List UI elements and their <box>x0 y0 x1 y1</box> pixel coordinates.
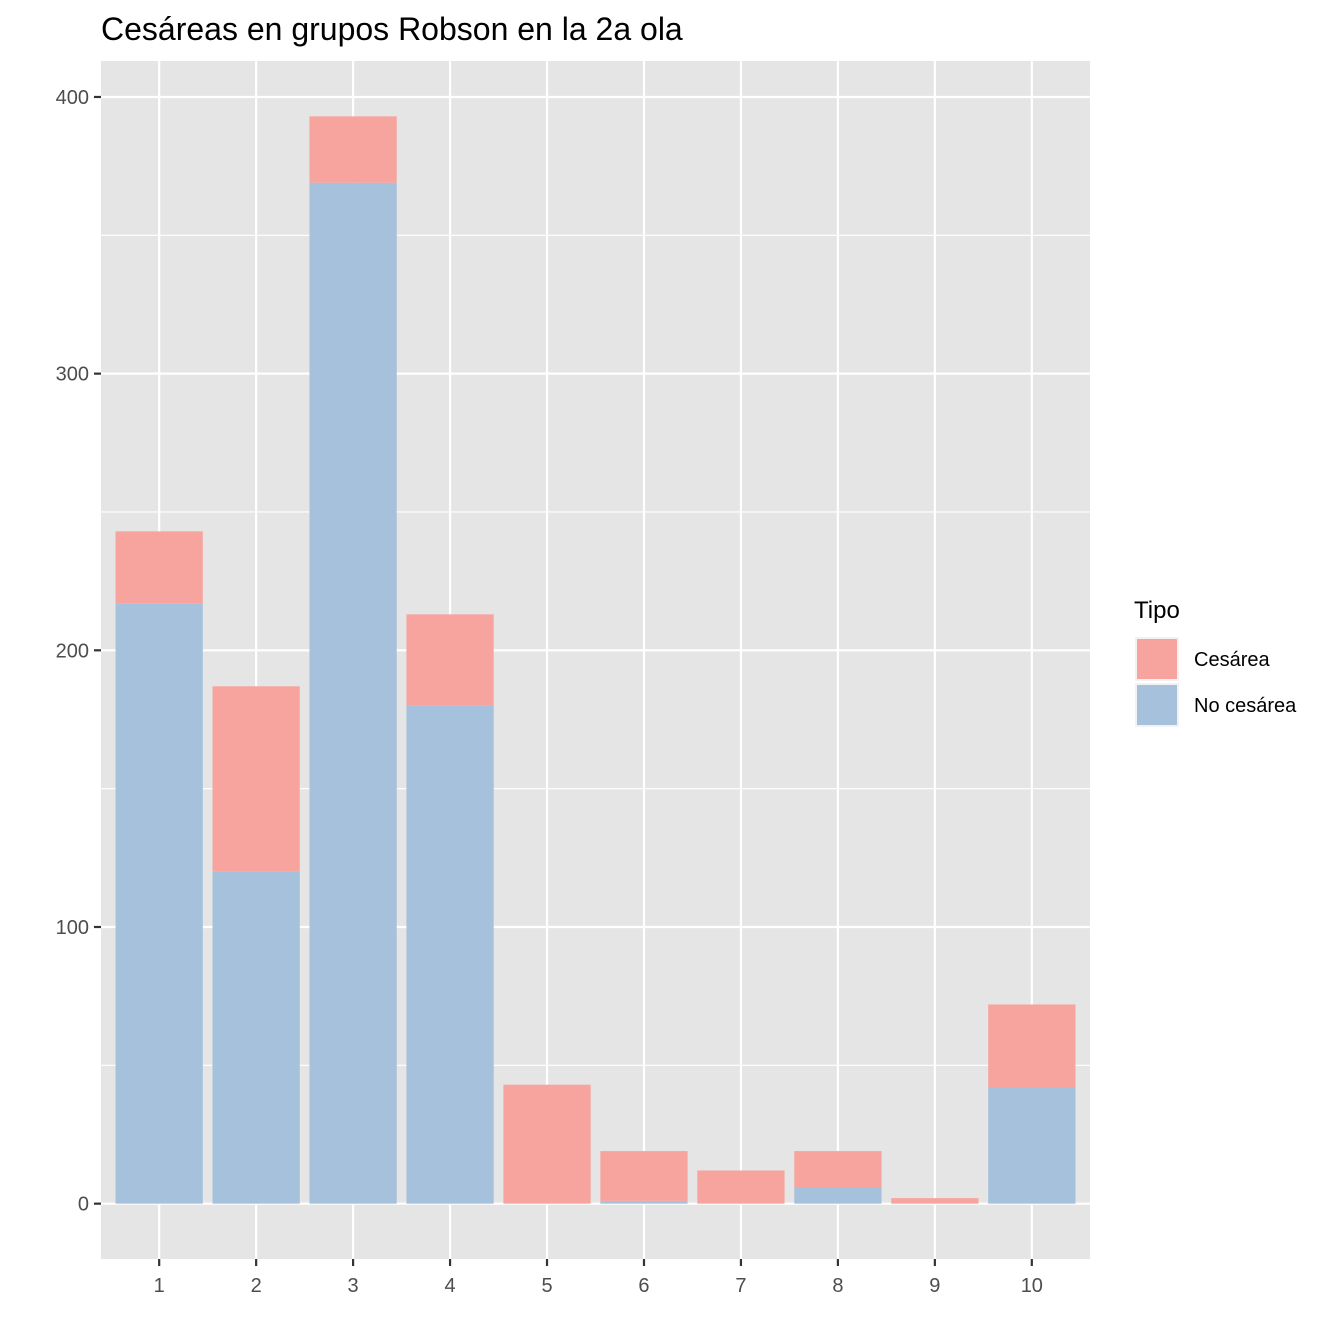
y-tick-label: 200 <box>56 640 89 662</box>
bar-segment <box>503 1084 591 1204</box>
x-axis: 1 2 3 4 5 6 7 8 9 10 <box>154 1259 1043 1297</box>
y-tick-label: 400 <box>56 87 89 109</box>
bar-segment <box>794 1151 882 1188</box>
bar-segment <box>406 705 494 1204</box>
legend-key <box>1137 639 1177 679</box>
bar-segment <box>406 614 494 706</box>
legend: Tipo Cesárea No cesárea <box>1134 597 1297 727</box>
legend-label: No cesárea <box>1194 695 1297 717</box>
bars <box>115 116 1076 1204</box>
x-tick-label: 8 <box>832 1275 843 1297</box>
bar-segment <box>988 1087 1076 1204</box>
x-tick-label: 5 <box>541 1275 552 1297</box>
x-tick-label: 1 <box>154 1275 165 1297</box>
bar-segment <box>794 1187 882 1204</box>
y-tick-label: 100 <box>56 917 89 939</box>
bar-segment <box>309 116 397 183</box>
bar-segment <box>600 1151 688 1201</box>
bar-segment <box>988 1004 1076 1088</box>
x-tick-label: 9 <box>929 1275 940 1297</box>
bar-segment <box>600 1200 688 1204</box>
x-tick-label: 6 <box>638 1275 649 1297</box>
legend-key <box>1137 685 1177 725</box>
x-tick-label: 7 <box>735 1275 746 1297</box>
bar-segment <box>891 1198 979 1204</box>
chart-title: Cesáreas en grupos Robson en la 2a ola <box>101 11 683 47</box>
bar-segment <box>115 603 203 1204</box>
bar-segment <box>212 871 300 1204</box>
legend-label: Cesárea <box>1194 649 1270 671</box>
x-tick-label: 3 <box>348 1275 359 1297</box>
bar-segment <box>697 1170 785 1204</box>
y-tick-label: 300 <box>56 364 89 386</box>
legend-title: Tipo <box>1134 597 1180 624</box>
x-tick-label: 2 <box>251 1275 262 1297</box>
y-tick-label: 0 <box>78 1194 89 1216</box>
y-axis: 0 100 200 300 400 <box>56 87 101 1216</box>
x-tick-label: 4 <box>444 1275 455 1297</box>
bar-segment <box>309 182 397 1204</box>
bar-segment <box>212 686 300 872</box>
x-tick-label: 10 <box>1021 1275 1043 1297</box>
bar-segment <box>115 531 203 604</box>
